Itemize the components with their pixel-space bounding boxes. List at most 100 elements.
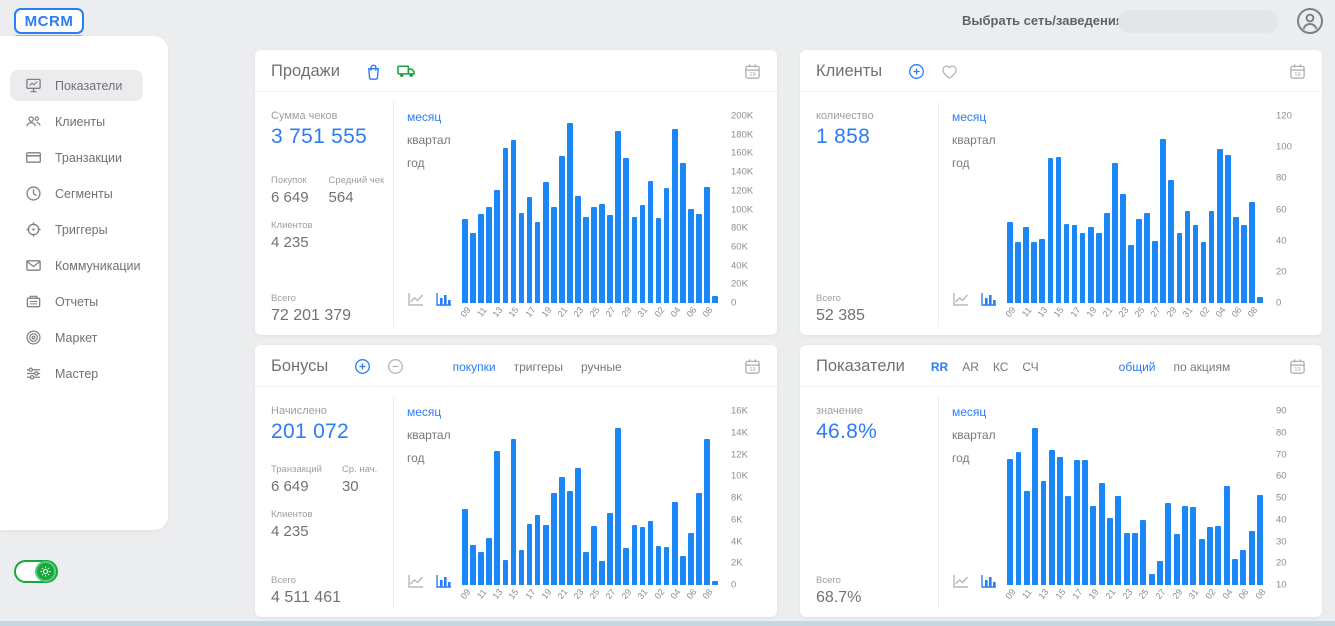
tab-general[interactable]: общий (1118, 359, 1156, 374)
calendar-icon[interactable]: 19 (1289, 63, 1306, 80)
bar (1198, 539, 1205, 585)
line-chart-icon[interactable] (952, 573, 970, 589)
sidebar-item-market[interactable]: Маркет (10, 322, 143, 353)
horizontal-scrollbar[interactable] (0, 621, 1335, 626)
bar (1160, 139, 1167, 303)
bar (1103, 212, 1110, 303)
y-axis: 200K 180K 160K 140K 120K 100K 80K 60K 40K 20K 0 (723, 111, 763, 309)
card-bonuses-body: Начислено 201 072 Транзакций 6 649 Ср. н… (255, 387, 777, 617)
bar (1136, 218, 1142, 303)
minus-circle-icon[interactable] (387, 358, 404, 375)
sidebar-item-master[interactable]: Мастер (10, 358, 143, 389)
tab-by-promos[interactable]: по акциям (1173, 359, 1231, 374)
period-year[interactable]: год (952, 156, 970, 170)
bar (1007, 221, 1013, 303)
bar (502, 147, 509, 303)
card-clients: Клиенты 19 количество 1 858 Всего 52 385… (800, 50, 1322, 335)
line-chart-icon[interactable] (407, 291, 425, 307)
sidebar-item-clients[interactable]: Клиенты (10, 106, 143, 137)
y-tick-label: 80 (1276, 172, 1287, 184)
network-selector[interactable]: Выбрать сеть/заведения (962, 13, 1139, 28)
bar-chart-icon[interactable] (980, 573, 998, 589)
card-indicators-body: значение 46.8% Всего 68.7% месяц квартал… (800, 387, 1322, 617)
line-chart-icon[interactable] (952, 291, 970, 307)
tab-purchases[interactable]: покупки (452, 359, 496, 374)
period-year[interactable]: год (952, 451, 970, 465)
bar (1015, 452, 1022, 585)
tab-kc[interactable]: КС (992, 359, 1009, 374)
x-axis: 09 11 13 15 17 19 21 23 25 27 29 31 02 04 06 08 (459, 585, 723, 609)
bar-chart-icon[interactable] (435, 291, 453, 307)
period-quarter[interactable]: квартал (407, 133, 451, 147)
tab-sch[interactable]: СЧ (1022, 359, 1039, 374)
sidebar: Показатели Клиенты Транзакции Сегменты Тригг… (0, 36, 168, 530)
search-input[interactable] (1118, 10, 1297, 33)
bar (639, 204, 646, 303)
sidebar-item-reports[interactable]: Отчеты (10, 286, 143, 317)
bar (1216, 148, 1223, 303)
bar (607, 215, 613, 303)
delivery-truck-icon[interactable] (397, 64, 416, 79)
tab-ar[interactable]: AR (962, 359, 979, 374)
bar (470, 544, 476, 585)
y-tick-label: 6K (731, 514, 743, 526)
period-month[interactable]: месяц (407, 405, 442, 419)
tab-manual[interactable]: ручные (580, 359, 622, 374)
stat-total: Всего 72 201 379 (271, 293, 352, 324)
y-tick-label: 100 (1276, 141, 1292, 153)
period-year[interactable]: год (407, 156, 425, 170)
stat-total: Всего 68.7% (816, 575, 862, 606)
search-field[interactable] (1126, 14, 1297, 29)
bar (1257, 494, 1263, 585)
bar (534, 515, 541, 585)
period-quarter[interactable]: квартал (952, 428, 996, 442)
period-month[interactable]: месяц (952, 110, 987, 124)
stat-total: Всего 4 511 461 (271, 575, 341, 606)
user-avatar-icon[interactable] (1296, 7, 1324, 35)
mail-icon (24, 257, 42, 275)
primary-label: Сумма чеков (271, 110, 338, 122)
bar (583, 216, 589, 303)
card-sales-stats: Сумма чеков 3 751 555 Покупок 6 649 Сред… (271, 102, 393, 327)
tab-rr[interactable]: RR (930, 359, 949, 374)
y-tick-label: 16K (731, 405, 748, 417)
bar (1087, 226, 1094, 303)
calendar-icon[interactable]: 19 (744, 358, 761, 375)
card-clients-header: Клиенты 19 (800, 50, 1322, 92)
period-month[interactable]: месяц (407, 110, 442, 124)
card-clients-body: количество 1 858 Всего 52 385 месяц квар… (800, 92, 1322, 335)
sidebar-item-triggers[interactable]: Триггеры (10, 214, 143, 245)
plus-circle-icon[interactable] (908, 63, 925, 80)
heart-icon[interactable] (941, 64, 958, 80)
bar (647, 520, 654, 585)
bar (567, 123, 573, 303)
y-tick-label: 20 (1276, 557, 1287, 569)
svg-text:19: 19 (1294, 72, 1300, 78)
sidebar-item-segments[interactable]: Сегменты (10, 178, 143, 209)
bar-chart-icon[interactable] (980, 291, 998, 307)
bar (1055, 156, 1062, 303)
period-month[interactable]: месяц (952, 405, 987, 419)
bar (534, 221, 541, 303)
tab-triggers[interactable]: триггеры (513, 359, 563, 374)
period-year[interactable]: год (407, 451, 425, 465)
calendar-icon[interactable]: 19 (1289, 358, 1306, 375)
bar (1057, 456, 1064, 585)
sidebar-item-label: Клиенты (55, 114, 106, 129)
card-sales-body: Сумма чеков 3 751 555 Покупок 6 649 Сред… (255, 92, 777, 335)
bar-chart-icon[interactable] (435, 573, 453, 589)
plus-circle-icon[interactable] (354, 358, 371, 375)
theme-toggle[interactable] (14, 560, 58, 583)
sidebar-item-mail[interactable]: Коммуникации (10, 250, 143, 281)
calendar-icon[interactable]: 19 (744, 63, 761, 80)
bag-icon[interactable] (366, 63, 381, 81)
sidebar-item-monitor[interactable]: Показатели (10, 70, 143, 101)
period-quarter[interactable]: квартал (952, 133, 996, 147)
period-quarter[interactable]: квартал (407, 428, 451, 442)
bar (462, 218, 468, 303)
line-chart-icon[interactable] (407, 573, 425, 589)
y-tick-label: 120 (1276, 110, 1292, 122)
bar (542, 525, 549, 585)
bar (663, 546, 670, 585)
sidebar-item-card[interactable]: Транзакции (10, 142, 143, 173)
